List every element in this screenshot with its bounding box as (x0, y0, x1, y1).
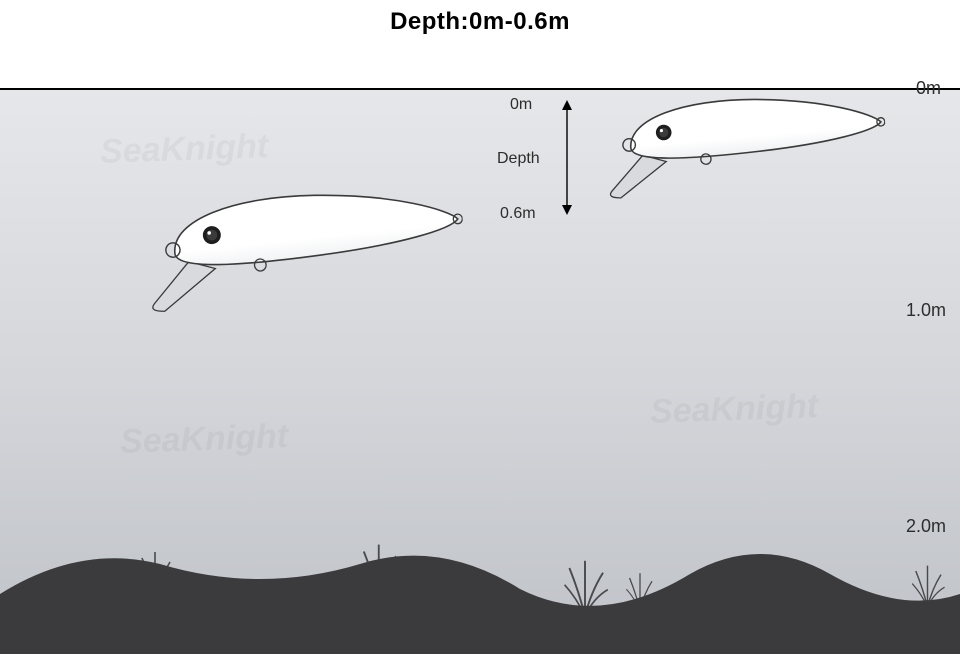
depth-indicator-bottom-label: 0.6m (500, 205, 536, 223)
watermark-text: SeaKnight (99, 127, 268, 172)
watermark-text: SeaKnight (119, 417, 288, 462)
depth-scene: 0m 1.0m 2.0m 0m Depth 0.6m SeaKnight Sea… (0, 42, 960, 654)
fishing-lure-small (598, 74, 890, 202)
depth-indicator-top-label: 0m (510, 96, 532, 114)
seabed-silhouette (0, 534, 960, 654)
scale-marker-1m: 1.0m (906, 300, 946, 321)
scale-marker-0m: 0m (916, 78, 941, 99)
watermark-text: SeaKnight (649, 387, 818, 432)
fishing-lure-large (137, 163, 470, 316)
depth-indicator-mid-label: Depth (497, 150, 540, 168)
diagram-title: Depth:0m-0.6m (0, 8, 960, 36)
scale-marker-2m: 2.0m (906, 516, 946, 537)
depth-range-arrow (557, 100, 577, 215)
